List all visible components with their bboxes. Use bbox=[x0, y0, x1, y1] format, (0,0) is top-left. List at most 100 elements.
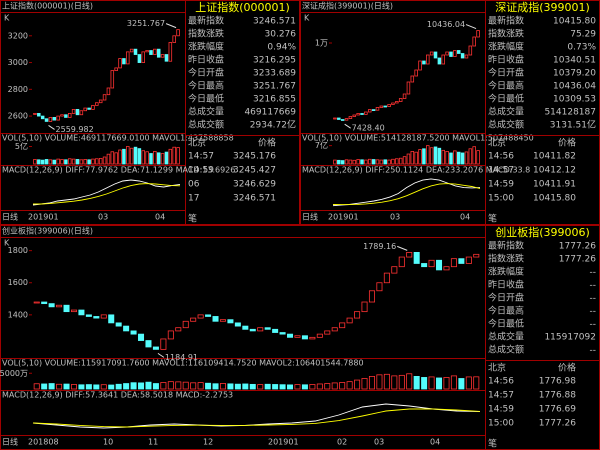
candle bbox=[145, 340, 152, 348]
volume-bar bbox=[40, 159, 45, 165]
candle bbox=[348, 116, 353, 119]
volume-bar bbox=[352, 159, 357, 165]
candle bbox=[106, 87, 111, 96]
trade-price: 1776.98 bbox=[539, 377, 576, 387]
volume-bar bbox=[464, 151, 469, 165]
candle bbox=[309, 336, 316, 340]
volume-bar bbox=[93, 384, 100, 390]
trade-price: 10412.12 bbox=[533, 166, 576, 176]
volume-bar bbox=[379, 159, 384, 165]
candle bbox=[190, 317, 197, 322]
volume-bar bbox=[445, 150, 449, 165]
trade-price: 1777.26 bbox=[539, 419, 576, 429]
candle bbox=[422, 60, 426, 65]
volume-bar bbox=[130, 382, 137, 390]
volume-bar bbox=[460, 152, 465, 165]
volume-bar bbox=[172, 146, 176, 165]
candle bbox=[87, 107, 91, 110]
volume-bar bbox=[465, 376, 472, 390]
candle bbox=[356, 113, 360, 116]
k-label: K bbox=[4, 239, 10, 248]
candle bbox=[70, 309, 77, 313]
info-label: 今日开盘 bbox=[188, 67, 224, 79]
candle bbox=[133, 48, 138, 55]
volume-bar bbox=[264, 383, 271, 390]
volume-bar bbox=[106, 153, 111, 165]
info-value: -- bbox=[590, 320, 597, 330]
candle bbox=[126, 51, 130, 65]
candle bbox=[115, 322, 122, 327]
volume-bar bbox=[472, 146, 476, 165]
candle bbox=[426, 54, 430, 65]
volume-bar bbox=[205, 382, 212, 390]
volume-bar bbox=[71, 158, 76, 165]
info-value: 10379.20 bbox=[553, 69, 596, 79]
volume-bar bbox=[138, 382, 145, 390]
k-label: K bbox=[4, 14, 10, 23]
info-label: 今日开盘 bbox=[488, 292, 524, 304]
volume-bar bbox=[272, 384, 279, 390]
volume-bar bbox=[422, 148, 426, 165]
volume-bar bbox=[227, 383, 234, 390]
info-value: 3216.295 bbox=[253, 56, 296, 66]
volume-bar bbox=[91, 158, 95, 165]
candle bbox=[67, 113, 72, 118]
info-label: 涨跌幅度 bbox=[488, 41, 524, 53]
candle bbox=[227, 319, 234, 324]
info-label: 昨日收盘 bbox=[488, 54, 524, 66]
info-value: 10309.53 bbox=[553, 95, 596, 105]
info-label: 涨跌幅度 bbox=[188, 41, 224, 53]
trades-header: 北京 bbox=[488, 137, 506, 149]
info-label: 今日最高 bbox=[488, 305, 524, 317]
volume-bar bbox=[391, 158, 395, 165]
x-tick-label: 04 bbox=[155, 213, 165, 222]
candle bbox=[130, 330, 137, 335]
volume-bar bbox=[309, 384, 316, 390]
volume-bar bbox=[257, 384, 264, 390]
trades-header: 价格 bbox=[558, 362, 576, 374]
trades-footer: 笔 bbox=[488, 213, 497, 225]
volume-bar bbox=[137, 148, 142, 165]
volume-bar bbox=[123, 383, 130, 390]
candle bbox=[473, 253, 480, 258]
candle bbox=[441, 54, 446, 65]
high-label: 1789.16 bbox=[363, 242, 396, 251]
volume-bar bbox=[75, 159, 80, 165]
low-label: 1184.91 bbox=[165, 353, 198, 362]
volume-bar bbox=[354, 379, 361, 390]
candle bbox=[352, 114, 357, 117]
volume-bar bbox=[64, 159, 68, 165]
volume-bar bbox=[437, 147, 442, 165]
info-value: 3246.571 bbox=[253, 17, 296, 27]
volume-bar bbox=[398, 157, 403, 165]
info-label: 总成交额 bbox=[488, 119, 524, 131]
trade-time: 06 bbox=[188, 180, 200, 190]
volume-bar bbox=[56, 158, 60, 165]
volume-bar bbox=[413, 375, 420, 390]
trade-price: 3246.629 bbox=[233, 180, 276, 190]
candle bbox=[137, 54, 142, 63]
low-label: 7428.40 bbox=[352, 124, 385, 133]
candle bbox=[367, 109, 372, 113]
candle bbox=[123, 325, 130, 332]
info-label: 最新指数 bbox=[188, 15, 224, 27]
volume-bar bbox=[450, 375, 457, 390]
volume-bar bbox=[387, 159, 391, 165]
trade-time: 14:57 bbox=[188, 152, 214, 162]
candle bbox=[476, 30, 480, 38]
panel-header: 深证成指(399001)(日线) bbox=[302, 1, 393, 11]
high-pointer bbox=[397, 245, 408, 251]
candle bbox=[340, 119, 345, 121]
x-tick-label: 201808 bbox=[28, 438, 59, 447]
candle bbox=[63, 304, 70, 313]
k-label: K bbox=[304, 14, 310, 23]
info-value: 30.276 bbox=[265, 30, 297, 40]
candle bbox=[410, 75, 415, 83]
candle bbox=[361, 301, 368, 313]
info-value: 10436.04 bbox=[553, 82, 596, 92]
volume-bar bbox=[421, 377, 428, 390]
candle bbox=[129, 48, 134, 53]
volume-bar bbox=[234, 383, 241, 390]
volume-bar bbox=[156, 152, 161, 165]
info-label: 今日最低 bbox=[488, 93, 524, 105]
